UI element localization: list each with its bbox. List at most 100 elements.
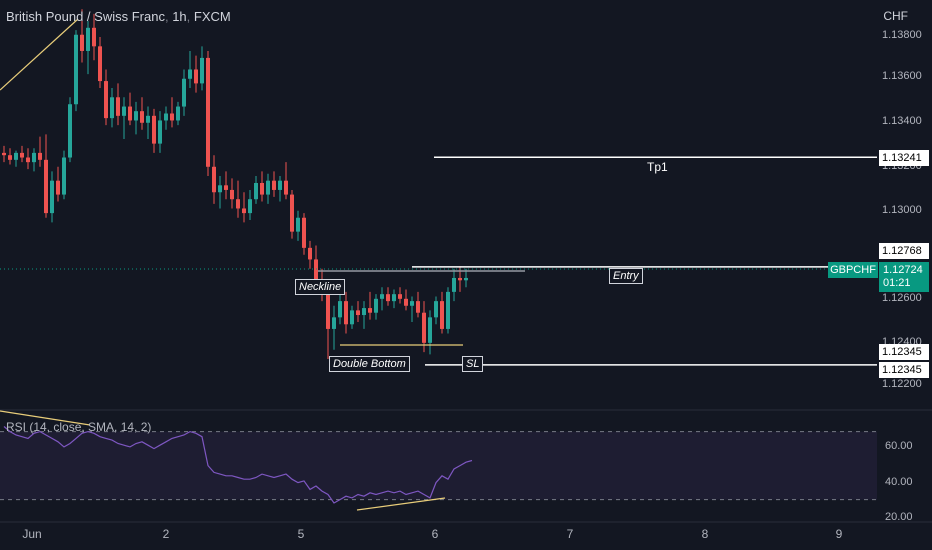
price-tick: 1.13800: [882, 29, 922, 41]
rsi-divergence-line: [356, 497, 446, 511]
rsi-trend-line: [0, 410, 91, 426]
candle-body: [380, 294, 384, 299]
time-tick: 6: [431, 527, 439, 541]
candle-body: [140, 111, 144, 123]
entry-label[interactable]: Entry: [609, 268, 643, 284]
candle-body: [146, 115, 150, 123]
entry-price-tag: 1.12768: [879, 243, 929, 259]
candle-body: [236, 199, 240, 209]
candle-body: [464, 277, 468, 281]
symbol-name: British Pound / Swiss Franc: [6, 9, 165, 24]
rsi-band: [0, 431, 877, 500]
candle-body: [356, 310, 360, 316]
candle-body: [362, 308, 366, 316]
candle-body: [338, 301, 342, 318]
candle-body: [182, 78, 186, 107]
candle-body: [422, 312, 426, 343]
candle-body: [206, 57, 210, 167]
candle-body: [458, 277, 462, 281]
currency-label: CHF: [883, 9, 908, 23]
candle-body: [50, 180, 54, 214]
candle-body: [404, 298, 408, 306]
timeframe[interactable]: 1h: [172, 9, 187, 24]
candle-body: [44, 159, 48, 214]
candle-body: [158, 120, 162, 144]
candle-body: [230, 189, 234, 200]
rsi-line: [3, 426, 473, 504]
exchange: FXCM: [193, 9, 231, 24]
candle-body: [416, 301, 420, 313]
candle-body: [398, 294, 402, 299]
candle-body: [290, 194, 294, 232]
price-tick: 1.13600: [882, 70, 922, 82]
candle-body: [176, 106, 180, 121]
candle-body: [368, 308, 372, 313]
candle-body: [86, 27, 90, 51]
candle-body: [302, 217, 306, 248]
price-tick: 1.12600: [882, 292, 922, 304]
candle-body: [224, 185, 228, 190]
candle-body: [110, 97, 114, 119]
candle-body: [410, 301, 414, 306]
candle-body: [296, 217, 300, 232]
candle-body: [344, 301, 348, 325]
candle-body: [8, 155, 12, 160]
candle-body: [14, 152, 18, 160]
time-tick: 7: [566, 527, 574, 541]
candle-body: [164, 113, 168, 121]
rsi-indicator-label[interactable]: RSI (14, close, SMA, 14, 2): [6, 420, 152, 434]
candle-body: [32, 152, 36, 163]
candle-body: [98, 46, 102, 82]
time-tick: 2: [162, 527, 170, 541]
rsi-tick: 40.00: [885, 476, 913, 488]
candle-body: [62, 157, 66, 195]
sl-low-price-tag: 1.12345: [879, 362, 929, 378]
bar-countdown: 01:21: [883, 277, 911, 289]
candle-body: [440, 301, 444, 329]
candle-body: [350, 310, 354, 325]
candle-body: [260, 182, 264, 195]
price-tick: 1.12200: [882, 378, 922, 390]
live-symbol-tag: GBPCHF: [828, 262, 878, 278]
candle-body: [278, 180, 282, 190]
candle-body: [80, 34, 84, 51]
tp1-price-tag: 1.13241: [879, 150, 929, 166]
candle-body: [428, 317, 432, 343]
candle-body: [122, 106, 126, 116]
candle-body: [170, 113, 174, 121]
candle-body: [242, 208, 246, 214]
candle-body: [20, 152, 24, 158]
candle-body: [74, 34, 78, 105]
time-tick: Jun: [22, 527, 42, 541]
candle-body: [128, 106, 132, 121]
double-bottom-label[interactable]: Double Bottom: [329, 356, 410, 372]
candle-body: [26, 157, 30, 163]
time-tick: 9: [835, 527, 843, 541]
candle-body: [134, 111, 138, 121]
candle-body: [92, 27, 96, 47]
time-tick: 5: [297, 527, 305, 541]
tp1-label[interactable]: Tp1: [647, 160, 668, 174]
neckline-label[interactable]: Neckline: [295, 279, 346, 295]
candle-body: [326, 294, 330, 329]
candle-body: [218, 185, 222, 193]
candle-body: [68, 104, 72, 158]
candle-body: [38, 152, 42, 160]
candle-body: [446, 291, 450, 329]
candle-body: [116, 97, 120, 116]
candle-body: [308, 247, 312, 260]
candle-body: [314, 259, 318, 281]
candle-body: [200, 57, 204, 84]
live-price: 1.12724: [883, 264, 923, 276]
candle-body: [386, 294, 390, 302]
candle-body: [152, 115, 156, 144]
price-tick: 1.13000: [882, 204, 922, 216]
candle-body: [104, 81, 108, 119]
candle-body: [374, 298, 378, 313]
live-price-tag: 1.12724 01:21: [879, 262, 929, 292]
sl-label[interactable]: SL: [462, 356, 484, 372]
sl-price-tag: 1.12345: [879, 344, 929, 360]
candle-body: [284, 180, 288, 195]
price-tick: 1.13400: [882, 115, 922, 127]
